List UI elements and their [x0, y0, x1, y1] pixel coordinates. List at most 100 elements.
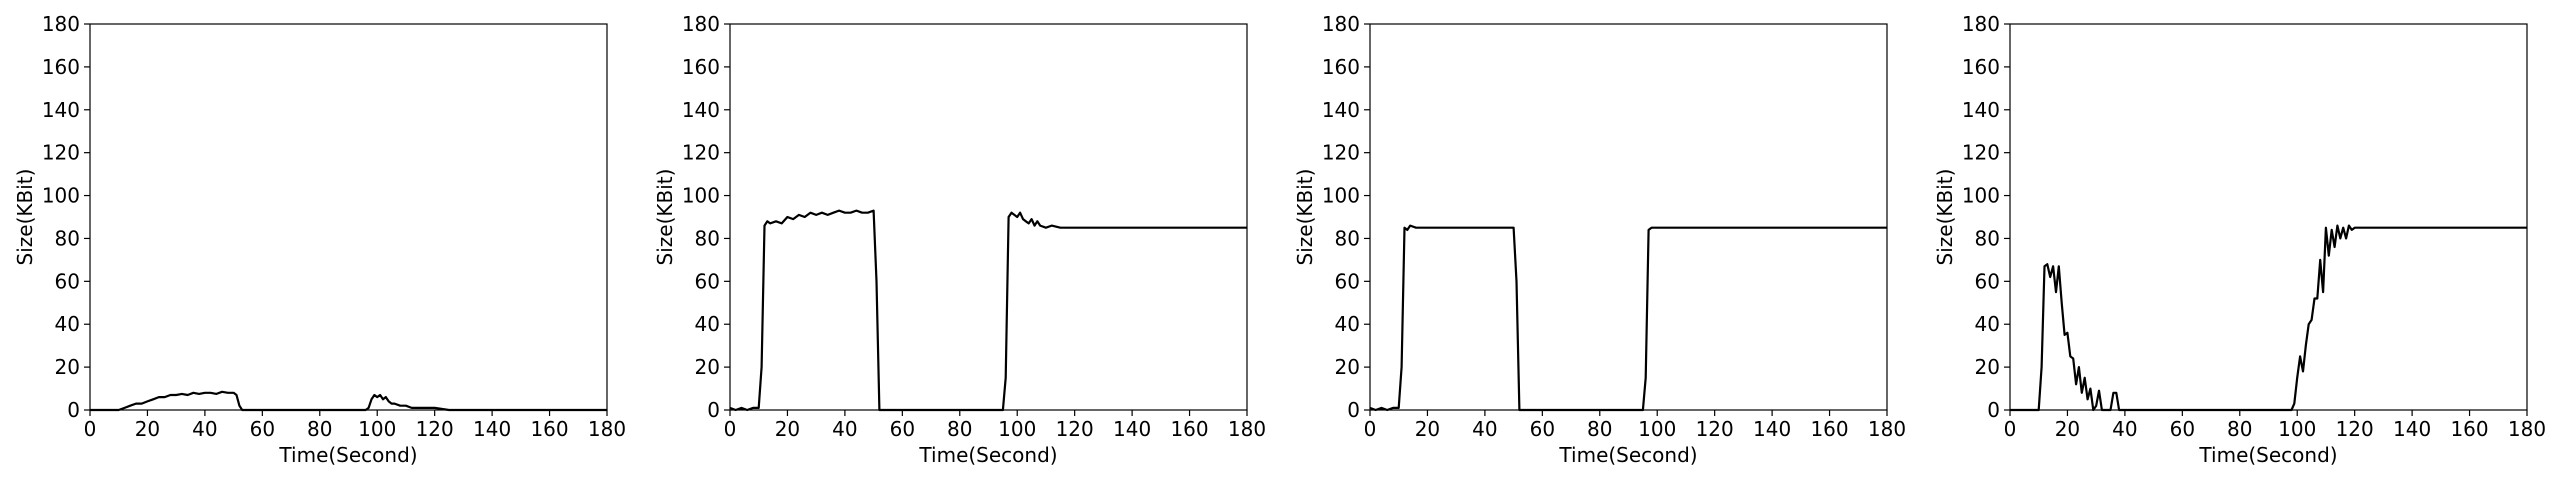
- y-tick-label: 20: [55, 355, 80, 379]
- axes-frame: [1369, 23, 1888, 411]
- x-tick-label: 180: [1228, 417, 1266, 441]
- y-tick-label: 120: [1322, 141, 1360, 165]
- y-tick-label: 140: [42, 98, 80, 122]
- x-tick-label: 20: [1415, 417, 1440, 441]
- y-tick-label: 180: [1962, 12, 2000, 36]
- x-tick-label: 40: [2112, 417, 2137, 441]
- x-tick-label: 120: [1696, 417, 1734, 441]
- y-tick-label: 120: [682, 141, 720, 165]
- x-tick-label: 60: [890, 417, 915, 441]
- y-axis-label: Size(KBit): [13, 169, 37, 266]
- x-tick-label: 0: [2004, 417, 2017, 441]
- series-line: [90, 390, 607, 412]
- chart-panel-1: 0 20 40 60 80 100 120 140 160 180 0 20 40 60 80 100 120 1…: [13, 12, 626, 467]
- y-tick-label: 100: [1322, 184, 1360, 208]
- x-tick-label: 140: [1113, 417, 1151, 441]
- chart-panel-3: 0 20 40 60 80 100 120 140 160 180 0 20 40 60 80 100 120 1…: [1293, 12, 1906, 467]
- x-tick-label: 80: [307, 417, 332, 441]
- y-tick-label: 100: [682, 184, 720, 208]
- y-tick-label: 100: [42, 184, 80, 208]
- x-tick-label: 180: [588, 417, 626, 441]
- x-tick-label: 140: [2393, 417, 2431, 441]
- axes-frame: [729, 23, 1248, 411]
- y-tick-label: 20: [1335, 355, 1360, 379]
- y-tick-label: 80: [695, 226, 720, 250]
- y-axis-label: Size(KBit): [1933, 169, 1957, 266]
- y-tick-label: 40: [55, 312, 80, 336]
- y-tick-label: 60: [55, 269, 80, 293]
- x-tick-label: 180: [2508, 417, 2546, 441]
- x-tick-label: 40: [192, 417, 217, 441]
- series-line: [1369, 224, 1887, 412]
- y-tick-label: 20: [695, 355, 720, 379]
- y-tick-label: 160: [42, 55, 80, 79]
- x-axis-label: Time(Second): [2198, 443, 2337, 467]
- x-tick-label: 160: [1810, 417, 1848, 441]
- y-tick-label: 60: [1335, 269, 1360, 293]
- x-tick-label: 80: [2227, 417, 2252, 441]
- y-tick-label: 160: [1962, 55, 2000, 79]
- series-line: [2010, 224, 2527, 412]
- x-tick-label: 80: [947, 417, 972, 441]
- series-line: [729, 209, 1247, 412]
- y-axis-label: Size(KBit): [653, 169, 677, 266]
- y-tick-label: 100: [1962, 184, 2000, 208]
- x-tick-label: 20: [2055, 417, 2080, 441]
- x-tick-label: 120: [416, 417, 454, 441]
- axes-frame: [2009, 23, 2528, 411]
- x-tick-label: 60: [1530, 417, 1555, 441]
- y-tick-label: 40: [695, 312, 720, 336]
- x-tick-label: 120: [2336, 417, 2374, 441]
- x-tick-label: 80: [1587, 417, 1612, 441]
- x-axis-label: Time(Second): [278, 443, 417, 467]
- y-axis-label: Size(KBit): [1293, 169, 1317, 266]
- y-tick-label: 120: [42, 141, 80, 165]
- x-tick-label: 60: [2170, 417, 2195, 441]
- x-axis-label: Time(Second): [918, 443, 1057, 467]
- y-tick-label: 180: [42, 12, 80, 36]
- x-axis-label: Time(Second): [1558, 443, 1697, 467]
- axes-frame: [89, 23, 608, 411]
- y-tick-label: 180: [682, 12, 720, 36]
- y-tick-label: 60: [1975, 269, 2000, 293]
- y-tick-label: 80: [55, 226, 80, 250]
- x-tick-label: 0: [84, 417, 97, 441]
- x-tick-label: 100: [358, 417, 396, 441]
- x-tick-label: 0: [1364, 417, 1377, 441]
- y-tick-label: 0: [707, 398, 720, 422]
- x-tick-label: 60: [250, 417, 275, 441]
- y-tick-label: 180: [1322, 12, 1360, 36]
- x-tick-label: 100: [2278, 417, 2316, 441]
- chart-panel-2: 0 20 40 60 80 100 120 140 160 180 0 20 40 60 80 100 120 1…: [653, 12, 1266, 467]
- x-tick-label: 20: [775, 417, 800, 441]
- y-tick-label: 140: [1962, 98, 2000, 122]
- x-tick-label: 100: [998, 417, 1036, 441]
- y-tick-label: 20: [1975, 355, 2000, 379]
- y-tick-label: 0: [1987, 398, 2000, 422]
- chart-panel-4: 0 20 40 60 80 100 120 140 160 180 0 20 40 60 80 100 120 1…: [1933, 12, 2546, 467]
- y-tick-label: 120: [1962, 141, 2000, 165]
- y-tick-label: 160: [682, 55, 720, 79]
- y-tick-label: 40: [1335, 312, 1360, 336]
- y-tick-label: 0: [67, 398, 80, 422]
- x-tick-label: 40: [832, 417, 857, 441]
- x-tick-label: 0: [724, 417, 737, 441]
- x-tick-label: 160: [1170, 417, 1208, 441]
- x-tick-label: 20: [135, 417, 160, 441]
- y-tick-label: 60: [695, 269, 720, 293]
- x-tick-label: 160: [2450, 417, 2488, 441]
- y-tick-label: 40: [1975, 312, 2000, 336]
- x-tick-label: 140: [1753, 417, 1791, 441]
- x-tick-label: 120: [1056, 417, 1094, 441]
- x-tick-label: 140: [473, 417, 511, 441]
- x-tick-label: 160: [530, 417, 568, 441]
- x-tick-label: 40: [1472, 417, 1497, 441]
- y-tick-label: 80: [1975, 226, 2000, 250]
- y-tick-label: 140: [682, 98, 720, 122]
- x-tick-label: 180: [1868, 417, 1906, 441]
- y-tick-label: 160: [1322, 55, 1360, 79]
- y-tick-label: 140: [1322, 98, 1360, 122]
- y-tick-label: 80: [1335, 226, 1360, 250]
- y-tick-label: 0: [1347, 398, 1360, 422]
